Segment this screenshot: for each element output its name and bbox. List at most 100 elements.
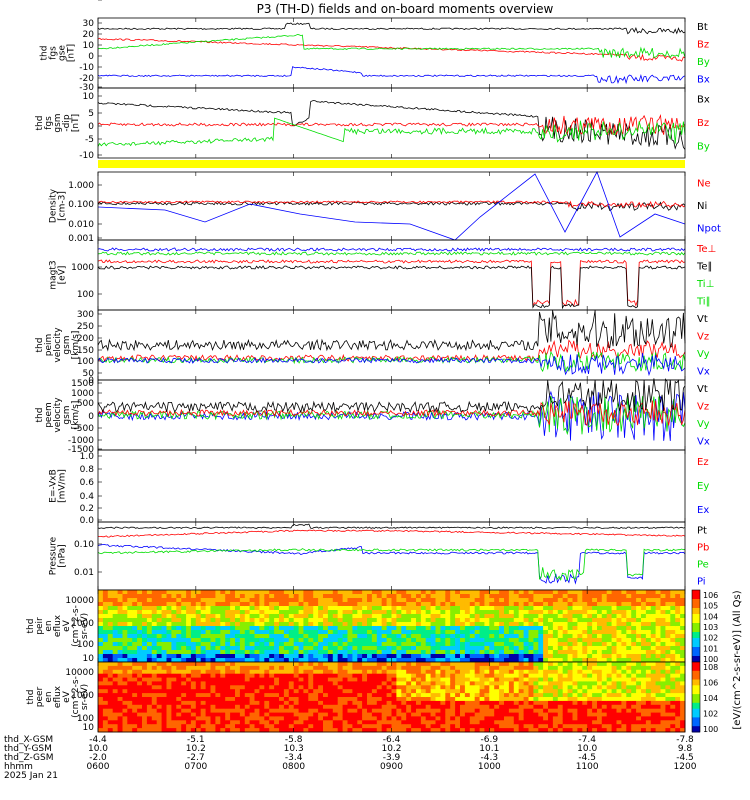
heat-cell [225, 654, 231, 659]
heat-cell [548, 728, 554, 733]
heat-cell [151, 642, 158, 647]
heat-cell [367, 634, 373, 639]
heat-cell [665, 720, 671, 725]
heat-cell [254, 642, 260, 647]
heat-cell [376, 689, 383, 694]
heat-cell [137, 720, 143, 725]
heat-cell [597, 630, 603, 635]
heat-cell [132, 728, 138, 733]
heat-cell [220, 728, 226, 733]
heat-cell [259, 700, 265, 706]
heat-cell [391, 704, 397, 710]
heat-cell [675, 606, 681, 611]
heat-cell [323, 618, 329, 623]
heat-cell [293, 704, 299, 710]
heat-cell [205, 594, 211, 599]
heat-cell [367, 700, 373, 706]
heat-cell [171, 606, 177, 611]
heat-cell [562, 602, 568, 607]
heat-cell [249, 618, 255, 623]
ylabel-p10-4: eV [62, 619, 72, 632]
heat-cell [474, 716, 480, 721]
heat-cell [249, 646, 255, 651]
heat-cell [528, 598, 534, 603]
heat-cell [606, 634, 612, 639]
heat-cell [342, 622, 348, 627]
heat-cell [102, 724, 109, 729]
heat-cell [552, 594, 559, 599]
heat-cell [283, 638, 290, 643]
heat-cell [200, 642, 206, 647]
heat-cell [323, 700, 329, 706]
heat-cell [98, 708, 104, 713]
heat-cell [557, 638, 564, 643]
heat-cell [665, 716, 671, 721]
heat-cell [112, 689, 118, 694]
heat-cell [416, 708, 422, 713]
heat-cell [357, 614, 363, 619]
heat-cell [479, 669, 485, 675]
heat-cell [283, 685, 290, 690]
heat-cell [572, 606, 578, 611]
heat-cell [381, 622, 387, 627]
heat-cell [645, 614, 652, 619]
heat-cell [435, 642, 441, 647]
heat-cell [420, 673, 427, 678]
heat-cell [597, 654, 603, 659]
heat-cell [562, 662, 568, 667]
heat-cell [489, 728, 495, 733]
heat-cell [582, 712, 588, 717]
heat-cell [122, 602, 128, 607]
heat-cell [416, 669, 422, 675]
heat-cell [235, 673, 241, 678]
heat-cell [210, 685, 216, 690]
heat-cell [494, 610, 500, 615]
heat-cell [288, 654, 295, 659]
heat-cell [430, 622, 436, 627]
ytick-p6-3: 150 [77, 346, 94, 356]
heat-cell [533, 662, 539, 667]
heat-cell [587, 590, 593, 595]
heat-cell [523, 634, 529, 639]
heat-cell [601, 590, 608, 595]
heat-cell [308, 658, 314, 663]
heat-cell [230, 724, 236, 729]
heat-cell [631, 642, 637, 647]
legend-p2-0: Bx [697, 95, 710, 106]
heat-cell [264, 606, 270, 611]
heat-cell [582, 724, 588, 729]
heat-cell [396, 728, 402, 733]
heat-cell [660, 626, 666, 631]
legend-p6-0: Vt [697, 314, 708, 325]
heat-cell [386, 665, 392, 671]
heat-cell [215, 662, 221, 667]
heat-cell [244, 598, 251, 603]
heat-cell [205, 685, 211, 690]
heat-cell [606, 720, 612, 725]
heat-cell [386, 704, 392, 710]
heat-cell [235, 598, 241, 603]
heat-cell [283, 724, 290, 729]
heat-cell [293, 685, 299, 690]
heat-cell [381, 654, 387, 659]
heat-cell [513, 677, 520, 682]
heat-cell [274, 720, 280, 725]
heat-cell [597, 716, 603, 721]
heat-cell [670, 630, 676, 635]
heat-cell [626, 681, 632, 686]
heat-cell [279, 728, 285, 733]
heat-cell [200, 677, 206, 682]
heat-cell [611, 700, 617, 706]
heat-cell [464, 650, 471, 655]
heat-cell [386, 685, 392, 690]
heat-cell [489, 646, 495, 651]
heat-cell [601, 665, 608, 671]
heat-cell [146, 642, 153, 647]
heat-cell [362, 634, 368, 639]
heat-cell [332, 685, 339, 690]
heat-cell [195, 654, 202, 659]
heat-cell [102, 618, 109, 623]
series-pe [97, 548, 686, 581]
heat-cell [254, 662, 260, 667]
heat-cell [538, 630, 544, 635]
